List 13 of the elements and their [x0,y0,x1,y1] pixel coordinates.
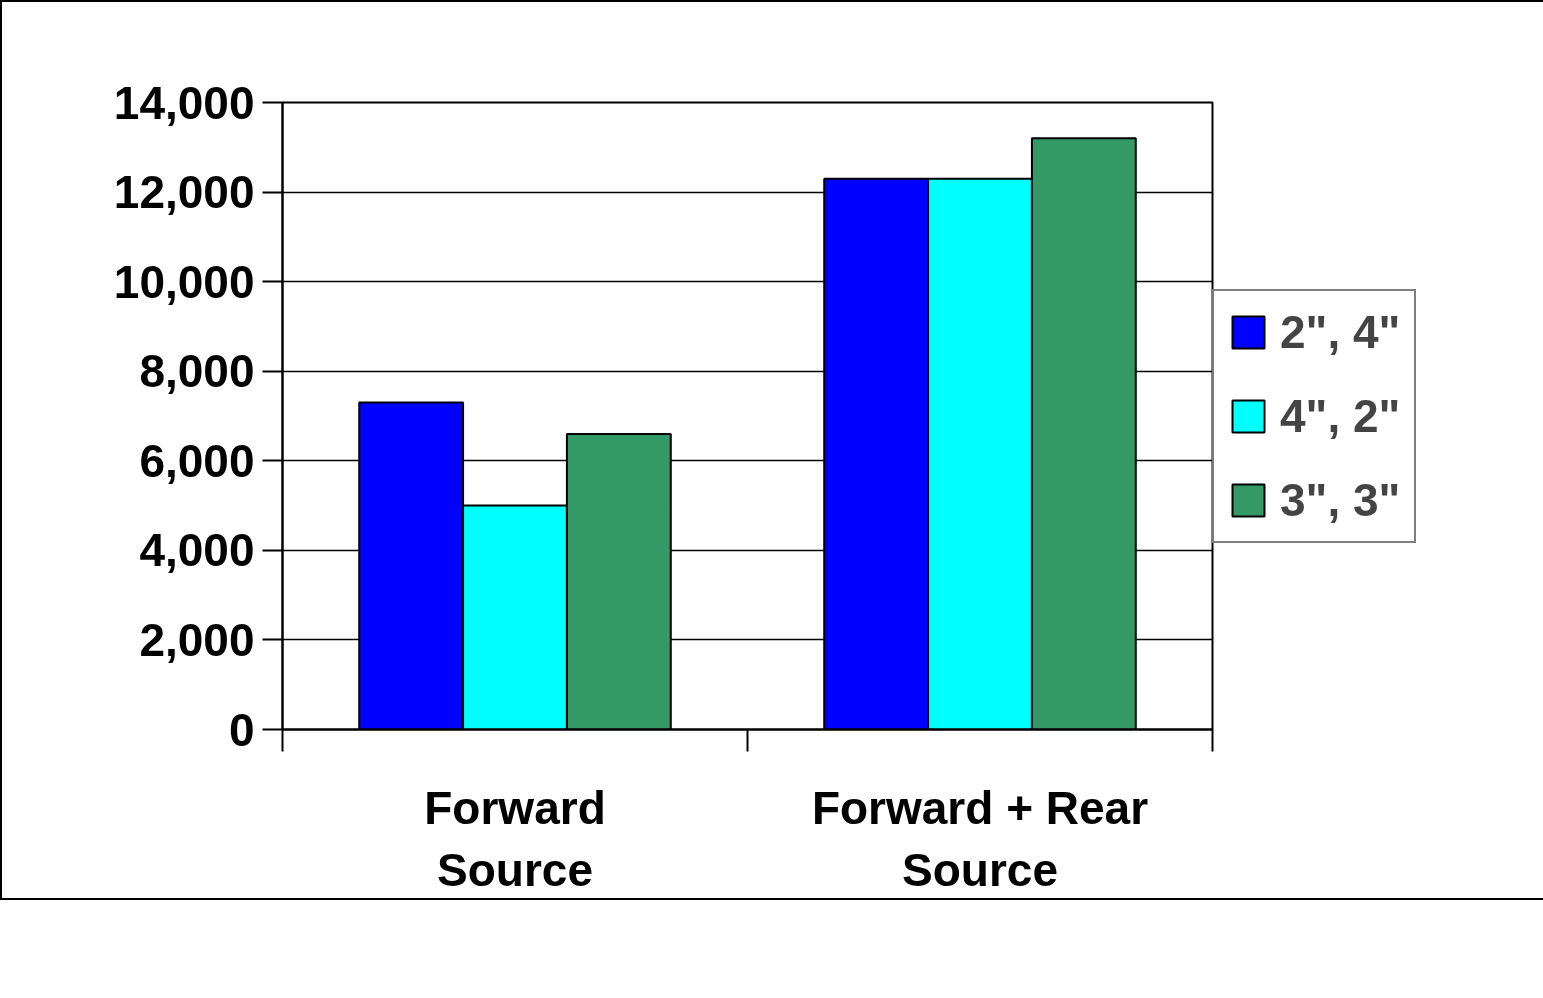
y-tick-label: 8,000 [139,345,255,398]
legend-label: 4", 2" [1280,388,1401,443]
y-tick-label: 0 [228,703,255,756]
y-tick-label: 14,000 [113,76,255,129]
y-tick-label: 4,000 [139,524,255,577]
x-tick-label: Forward + Rear Source [811,781,1149,896]
y-tick-label: 6,000 [139,434,255,487]
legend-label: 3", 3" [1280,472,1401,527]
y-tick-label: 10,000 [113,255,255,308]
y-tick-label: 12,000 [113,166,255,219]
x-tick-label: Forward Source [424,781,606,896]
legend-label: 2", 4" [1280,304,1401,359]
y-tick-label: 2,000 [139,613,255,666]
